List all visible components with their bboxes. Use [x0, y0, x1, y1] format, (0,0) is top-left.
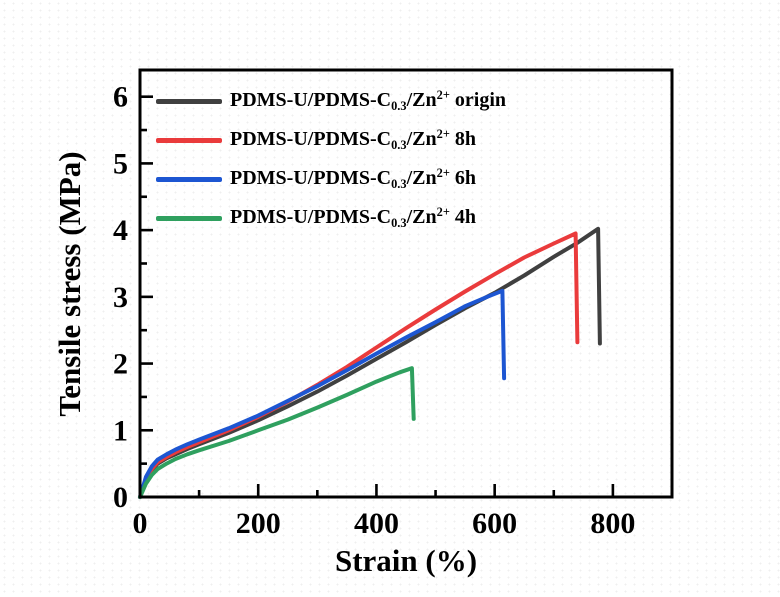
- legend-line-swatch-8h: [156, 138, 222, 143]
- legend-line-swatch-origin: [156, 99, 222, 104]
- legend-label-8h: PDMS-U/PDMS-C0.3/Zn2+ 8h: [230, 127, 477, 153]
- y-tick-label: 4: [113, 214, 128, 247]
- legend-line-swatch-4h: [156, 216, 222, 221]
- series-line-3: [138, 366, 416, 499]
- y-tick-label: 0: [113, 481, 128, 514]
- series-line-2: [138, 288, 507, 499]
- legend-line-swatch-6h: [156, 177, 222, 182]
- series-line-0: [138, 226, 602, 499]
- legend-entry-8h: PDMS-U/PDMS-C0.3/Zn2+ 8h: [156, 121, 506, 160]
- legend-entry-6h: PDMS-U/PDMS-C0.3/Zn2+ 6h: [156, 160, 506, 199]
- plot-frame: [138, 68, 674, 499]
- legend-label-6h: PDMS-U/PDMS-C0.3/Zn2+ 6h: [230, 166, 477, 192]
- legend-label-origin: PDMS-U/PDMS-C0.3/Zn2+ origin: [230, 88, 507, 114]
- x-tick-label: 600: [472, 507, 517, 540]
- x-axis-title: Strain (%): [334, 543, 478, 578]
- legend: PDMS-U/PDMS-C0.3/Zn2+ origin PDMS-U/PDMS…: [156, 82, 506, 238]
- y-tick-label: 2: [113, 348, 128, 381]
- y-tick-label: 1: [113, 414, 128, 447]
- y-tick-label: 5: [113, 147, 128, 180]
- x-tick-label: 0: [133, 507, 148, 540]
- y-tick-label: 6: [113, 81, 128, 114]
- x-tick-label: 800: [590, 507, 635, 540]
- legend-entry-origin: PDMS-U/PDMS-C0.3/Zn2+ origin: [156, 82, 506, 121]
- y-tick-label: 3: [113, 281, 128, 314]
- legend-entry-4h: PDMS-U/PDMS-C0.3/Zn2+ 4h: [156, 199, 506, 238]
- x-tick-label: 400: [354, 507, 399, 540]
- y-axis-title: Tensile stress (MPa): [52, 151, 87, 417]
- legend-label-4h: PDMS-U/PDMS-C0.3/Zn2+ 4h: [230, 205, 477, 231]
- x-tick-label: 200: [236, 507, 281, 540]
